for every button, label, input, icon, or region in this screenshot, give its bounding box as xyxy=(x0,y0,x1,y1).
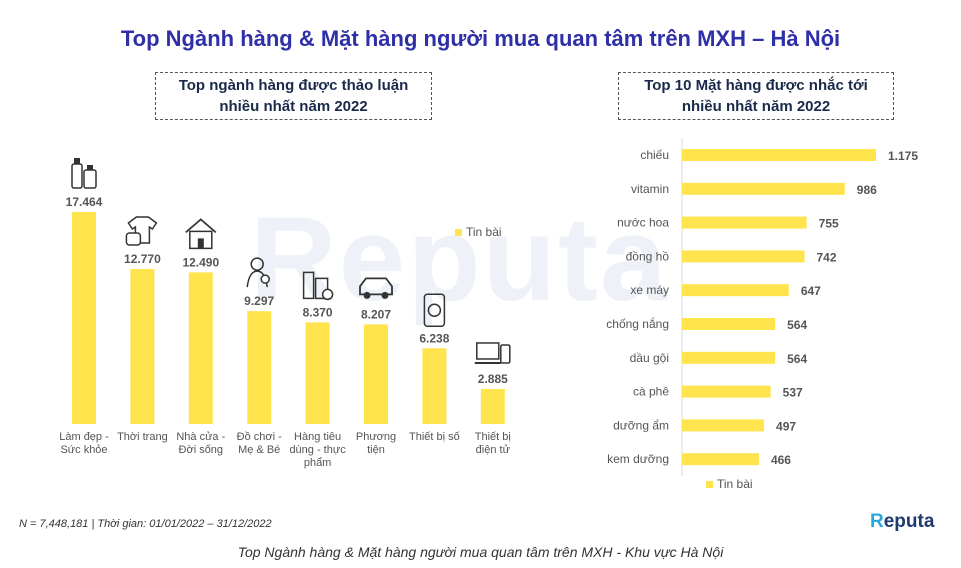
data-label: 9.297 xyxy=(244,294,274,308)
category-label: Phương xyxy=(356,431,396,443)
right-heading-line2: nhiều nhất năm 2022 xyxy=(681,98,831,115)
data-label: 537 xyxy=(783,386,803,400)
bar xyxy=(364,324,388,424)
legend-swatch xyxy=(455,229,462,236)
vertical-bar-chart: 17.464 Làm đẹp -Sức khỏe 12.770 Thời trang 1… xyxy=(59,158,511,469)
category-label: dầu gội xyxy=(630,351,669,365)
data-label: 647 xyxy=(801,284,821,298)
category-label: Đời sống xyxy=(179,444,224,456)
bar xyxy=(682,318,776,330)
data-label: 2.885 xyxy=(478,372,508,386)
bar xyxy=(130,268,155,424)
footnote: N = 7,448,181 | Thời gian: 01/01/2022 – … xyxy=(19,518,272,530)
category-label: Đồ chơi - xyxy=(237,431,282,443)
data-label: 6.238 xyxy=(419,331,449,345)
reputa-logo: Reputa xyxy=(870,511,935,532)
electronics-icon xyxy=(474,342,511,364)
category-label: Thiết bị số xyxy=(409,431,460,443)
category-label: Mẹ & Bé xyxy=(238,444,280,456)
data-label: 497 xyxy=(776,419,796,433)
category-label: dùng - thực xyxy=(289,444,346,456)
category-label: Nhà cửa - xyxy=(176,431,225,443)
data-label: 986 xyxy=(857,183,877,197)
category-label: nước hoa xyxy=(617,216,669,230)
data-label: 12.770 xyxy=(124,252,161,266)
bar xyxy=(305,322,330,424)
data-label: 12.490 xyxy=(182,255,219,269)
bar xyxy=(188,272,213,424)
category-label: xe máy xyxy=(630,283,669,297)
bar xyxy=(682,351,776,364)
legend-label: Tin bài xyxy=(466,225,502,239)
category-label: chiếu xyxy=(640,148,669,162)
category-label: Hàng tiêu xyxy=(294,431,341,443)
bar xyxy=(247,311,272,424)
horizontal-bar-chart: chiếu 1.175 vitamin 986 nước hoa 755 đồng hồ 74… xyxy=(606,138,918,491)
category-label: đồng hồ xyxy=(626,249,670,263)
legend-label: Tin bài xyxy=(717,477,753,491)
category-label: Sức khỏe xyxy=(60,444,107,456)
bar xyxy=(72,212,96,424)
left-panel-heading: Top ngành hàng được thảo luận nhiều nhất… xyxy=(155,72,432,120)
category-label: phẩm xyxy=(304,457,332,469)
right-panel-heading: Top 10 Mặt hàng được nhắc tới nhiều nhất… xyxy=(618,72,894,120)
left-heading-line2: nhiều nhất năm 2022 xyxy=(219,98,368,115)
legend-swatch xyxy=(706,481,713,488)
bar xyxy=(682,385,771,398)
bar xyxy=(422,348,447,424)
category-label: Làm đẹp - xyxy=(59,431,109,443)
data-label: 755 xyxy=(819,217,839,231)
category-label: Thời trang xyxy=(117,431,168,443)
reputa-watermark: Reputa xyxy=(250,192,669,326)
left-heading-line1: Top ngành hàng được thảo luận xyxy=(178,77,409,94)
data-label: 466 xyxy=(771,453,791,467)
bar xyxy=(682,182,845,195)
house-icon xyxy=(185,218,217,250)
data-label: 17.464 xyxy=(66,195,103,209)
grocery-icon xyxy=(302,271,334,301)
category-label: vitamin xyxy=(631,182,669,196)
car-icon xyxy=(359,277,393,299)
right-heading-line1: Top 10 Mặt hàng được nhắc tới xyxy=(644,77,868,94)
bar xyxy=(682,216,807,229)
bar xyxy=(682,149,876,161)
category-label: cà phê xyxy=(633,385,669,399)
bar xyxy=(682,250,805,263)
data-label: 8.370 xyxy=(303,305,333,319)
smartphone-icon xyxy=(423,293,446,328)
data-label: 564 xyxy=(787,318,807,332)
fashion-icon xyxy=(125,216,158,246)
bar xyxy=(682,453,759,466)
caption: Top Ngành hàng & Mặt hàng người mua quan… xyxy=(237,544,724,560)
mother-baby-icon xyxy=(246,257,270,288)
bar xyxy=(682,284,789,297)
data-label: 8.207 xyxy=(361,307,391,321)
category-label: Thiết bị xyxy=(475,431,511,443)
cosmetics-icon xyxy=(71,158,97,189)
category-label: kem dưỡng xyxy=(607,452,669,466)
data-label: 742 xyxy=(817,250,837,264)
bar xyxy=(480,388,505,424)
data-label: 1.175 xyxy=(888,149,918,163)
category-label: tiện xyxy=(367,444,385,456)
data-label: 564 xyxy=(787,352,807,366)
category-label: chống nắng xyxy=(606,316,669,331)
category-label: dưỡng ẩm xyxy=(613,418,669,432)
bar xyxy=(682,419,765,432)
category-label: điện tử xyxy=(476,444,511,456)
page-title: Top Ngành hàng & Mặt hàng người mua quan… xyxy=(120,26,841,51)
